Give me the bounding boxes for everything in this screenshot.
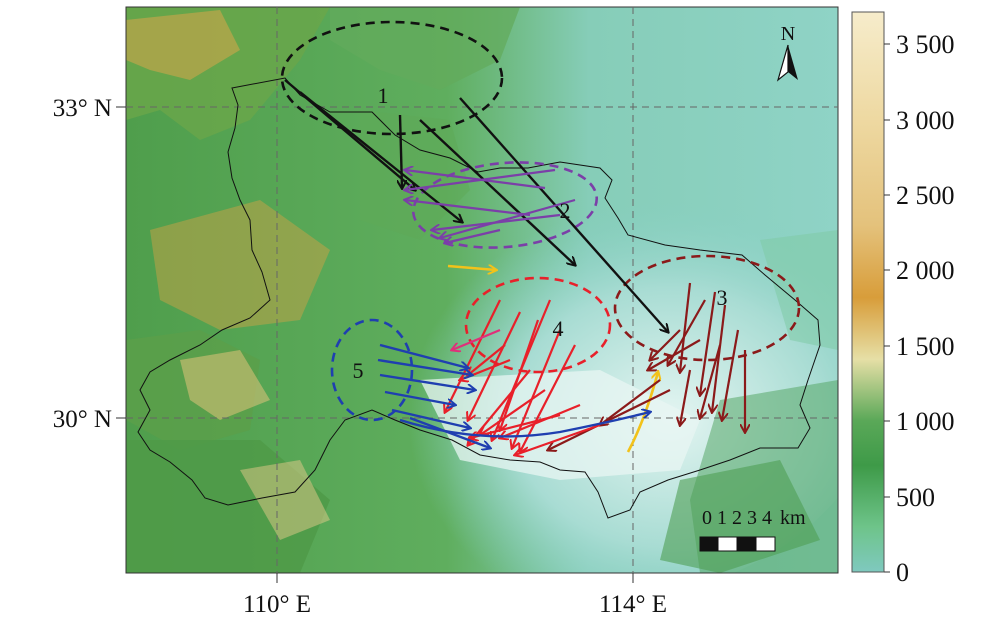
province-boundary bbox=[137, 77, 821, 519]
scale-tick-3: 3 bbox=[747, 507, 757, 529]
colorbar-label-500: 500 bbox=[896, 483, 935, 512]
region-3-outline bbox=[613, 254, 801, 362]
lat-label-33: 33° N bbox=[53, 95, 112, 122]
scale-tick-0: 0 bbox=[702, 507, 712, 529]
north-label: N bbox=[781, 23, 795, 45]
region-label-1: 1 bbox=[378, 83, 389, 108]
region-1-arrows bbox=[284, 79, 668, 332]
colorbar-label-3500: 3 500 bbox=[896, 30, 955, 59]
elevation-colorbar: 3 500 3 000 2 500 2 000 1 500 1 000 500 … bbox=[851, 11, 955, 587]
region-2-arrows bbox=[405, 170, 576, 243]
region-label-2: 2 bbox=[560, 198, 571, 223]
colorbar-label-3000: 3 000 bbox=[896, 106, 955, 135]
scale-unit: km bbox=[780, 507, 806, 529]
colorbar-label-1500: 1 500 bbox=[896, 332, 955, 361]
scale-tick-1: 1 bbox=[717, 507, 727, 529]
map-frame bbox=[125, 6, 839, 574]
lat-label-30: 30° N bbox=[53, 406, 112, 433]
colorbar-label-1000: 1 000 bbox=[896, 407, 955, 436]
scale-tick-4: 4 bbox=[762, 507, 772, 529]
north-arrow-icon: N bbox=[776, 23, 798, 82]
lon-label-110: 110° E bbox=[243, 591, 311, 618]
region-outlines bbox=[280, 20, 801, 422]
lon-label-114: 114° E bbox=[599, 591, 667, 618]
terrain-layer bbox=[126, 7, 838, 573]
colorbar-label-2500: 2 500 bbox=[896, 181, 955, 210]
scale-tick-2: 2 bbox=[732, 507, 742, 529]
region-label-5: 5 bbox=[353, 358, 364, 383]
region-1-outline bbox=[280, 20, 504, 136]
region-5-outline bbox=[330, 318, 414, 422]
axis-labels: 33° N 30° N 110° E 114° E bbox=[53, 95, 667, 618]
region-4-arrows bbox=[445, 299, 601, 455]
region-label-3: 3 bbox=[717, 285, 728, 310]
colorbar-labels: 3 500 3 000 2 500 2 000 1 500 1 000 500 … bbox=[896, 30, 955, 587]
scale-bar: 0 1 2 3 4 km bbox=[699, 507, 806, 552]
axis-ticks bbox=[116, 106, 634, 583]
region-2-outline bbox=[411, 161, 599, 249]
scale-bar-ticks: 0 1 2 3 4 km bbox=[702, 507, 806, 529]
region-labels: 1 2 3 4 5 bbox=[353, 83, 728, 383]
region-4-pink-arrow bbox=[452, 328, 501, 350]
region-3-arrows bbox=[548, 282, 745, 450]
colorbar-label-0: 0 bbox=[896, 558, 909, 587]
region-4-outline bbox=[464, 276, 612, 374]
region-label-4: 4 bbox=[553, 316, 564, 341]
region-5-arrows bbox=[377, 343, 650, 448]
colorbar-label-2000: 2 000 bbox=[896, 256, 955, 285]
